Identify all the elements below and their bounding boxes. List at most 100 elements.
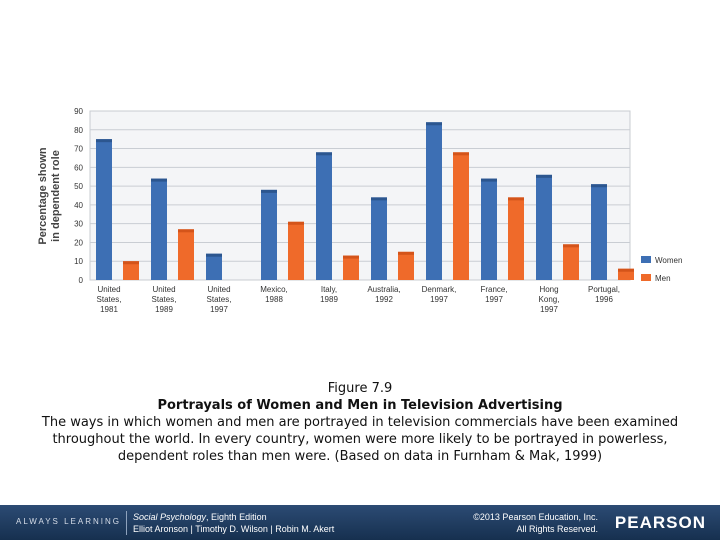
- y-tick-label: 70: [74, 145, 83, 154]
- x-tick-label-line: 1989: [155, 305, 173, 314]
- bar-men: [178, 229, 194, 280]
- x-tick-label-line: Kong,: [539, 295, 560, 304]
- legend-label-women: Women: [655, 256, 682, 265]
- bar-cap-men: [563, 244, 579, 248]
- x-tick-label-line: Portugal,: [588, 285, 620, 294]
- bar-cap-women: [481, 178, 497, 182]
- bar-cap-men: [178, 229, 194, 233]
- copyright-text: ©2013 Pearson Education, Inc.: [473, 512, 598, 522]
- figure-description: The ways in which women and men are port…: [41, 415, 679, 464]
- x-tick-label-line: France,: [480, 285, 507, 294]
- bar-cap-women: [261, 189, 277, 193]
- x-tick-label: United States, 1989: [152, 285, 177, 314]
- legend-label-men: Men: [655, 274, 671, 283]
- legend: Women Men: [641, 256, 682, 283]
- x-tick-label-line: 1988: [265, 295, 283, 304]
- bar-cap-men: [453, 152, 469, 156]
- x-tick-label-line: Mexico,: [260, 285, 288, 294]
- x-tick-label-line: States,: [207, 295, 232, 304]
- y-tick-label: 10: [74, 257, 83, 266]
- bar-cap-men: [288, 221, 304, 225]
- bar-women: [536, 174, 552, 280]
- x-tick-label-line: 1997: [430, 295, 448, 304]
- bar-cap-men: [123, 261, 139, 265]
- book-authors: Elliot Aronson | Timothy D. Wilson | Rob…: [133, 524, 335, 534]
- footer-divider: [126, 511, 127, 535]
- bar-men: [288, 221, 304, 280]
- bar-cap-men: [343, 255, 359, 259]
- bar-men: [618, 268, 634, 280]
- legend-swatch-women: [641, 256, 651, 263]
- book-info: Social Psychology, Eighth Edition Elliot…: [133, 511, 334, 535]
- x-tick-label: United States, 1997: [207, 285, 232, 314]
- bar-women: [591, 184, 607, 280]
- x-tick-label-line: United: [152, 285, 175, 294]
- y-axis-label-line-1: Percentage shown: [37, 147, 49, 244]
- bar-cap-women: [316, 152, 332, 156]
- y-tick-label: 80: [74, 126, 83, 135]
- x-tick-label-line: 1996: [595, 295, 613, 304]
- bars: [96, 122, 634, 281]
- x-tick-label-line: 1997: [540, 305, 558, 314]
- pearson-logo: PEARSON: [614, 513, 706, 532]
- bar-women: [316, 152, 332, 280]
- x-tick-label-line: Australia,: [367, 285, 400, 294]
- bar-chart: 0 10 20 30 40 50 60 70 80 90 Percentage shown in …: [37, 107, 682, 314]
- y-tick-label: 90: [74, 107, 83, 116]
- figure-title: Portrayals of Women and Men in Televisio…: [157, 398, 563, 413]
- bar-women: [426, 122, 442, 281]
- x-tick-label: Mexico, 1988: [260, 285, 288, 304]
- bar-men: [398, 251, 414, 280]
- bar-women: [206, 253, 222, 280]
- x-tick-label: Australia, 1992: [367, 285, 400, 304]
- bar-women: [481, 178, 497, 280]
- bar-cap-women: [151, 178, 167, 182]
- bar-cap-men: [398, 251, 414, 255]
- bar-cap-women: [206, 253, 222, 257]
- legend-swatch-men: [641, 274, 651, 281]
- x-tick-label: Hong Kong, 1997: [539, 285, 560, 314]
- bar-cap-women: [426, 122, 442, 126]
- y-tick-label: 30: [74, 220, 83, 229]
- x-tick-label: Italy, 1989: [320, 285, 338, 304]
- x-tick-label-line: Hong: [539, 285, 558, 294]
- bar-cap-men: [508, 197, 524, 201]
- y-axis-label-line-2: in dependent role: [50, 150, 62, 242]
- bar-cap-women: [591, 184, 607, 188]
- y-tick-label: 20: [74, 238, 83, 247]
- rights-text: All Rights Reserved.: [516, 524, 598, 534]
- x-tick-label-line: Denmark,: [422, 285, 457, 294]
- y-tick-label: 60: [74, 163, 83, 172]
- y-tick-label: 50: [74, 182, 83, 191]
- bar-cap-men: [618, 268, 634, 272]
- bar-cap-women: [96, 139, 112, 143]
- book-title: Social Psychology: [133, 512, 207, 522]
- bar-men: [563, 244, 579, 280]
- footer-bar: ALWAYS LEARNING Social Psychology, Eight…: [0, 505, 720, 540]
- x-tick-label-line: 1997: [485, 295, 503, 304]
- bar-men: [453, 152, 469, 280]
- x-tick-label-line: Italy,: [321, 285, 337, 294]
- figure-caption: Figure 7.9 Portrayals of Women and Men i…: [40, 380, 680, 465]
- copyright-notice: ©2013 Pearson Education, Inc. All Rights…: [473, 511, 598, 535]
- bar-men: [508, 197, 524, 280]
- always-learning-tagline: ALWAYS LEARNING: [16, 517, 121, 526]
- bar-women: [96, 139, 112, 280]
- x-tick-label-line: States,: [152, 295, 177, 304]
- x-tick-label: Denmark, 1997: [422, 285, 457, 304]
- x-tick-label-line: 1997: [210, 305, 228, 314]
- x-tick-label: Portugal, 1996: [588, 285, 620, 304]
- y-axis-ticks: 0 10 20 30 40 50 60 70 80 90: [74, 107, 83, 285]
- bar-men: [123, 261, 139, 280]
- figure-number: Figure 7.9: [327, 381, 393, 396]
- bar-women: [261, 189, 277, 280]
- bar-cap-women: [371, 197, 387, 201]
- y-tick-label: 0: [79, 276, 84, 285]
- x-tick-label: United States, 1981: [97, 285, 122, 314]
- x-tick-label-line: United: [207, 285, 230, 294]
- x-tick-label-line: States,: [97, 295, 122, 304]
- x-tick-label: France, 1997: [480, 285, 507, 304]
- bar-cap-women: [536, 174, 552, 178]
- bar-women: [371, 197, 387, 280]
